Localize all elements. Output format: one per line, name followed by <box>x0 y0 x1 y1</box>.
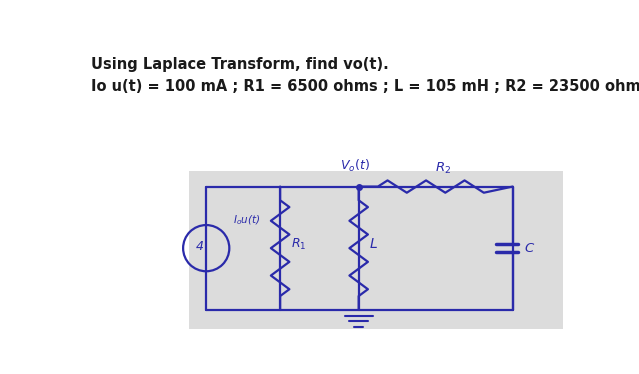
Text: $R_2$: $R_2$ <box>435 161 451 176</box>
Text: $I_o$u(t): $I_o$u(t) <box>233 213 261 227</box>
Text: $V_o(t)$: $V_o(t)$ <box>340 158 370 174</box>
Text: $L$: $L$ <box>369 237 378 251</box>
Text: 4: 4 <box>196 240 204 253</box>
Text: Io u(t) = 100 mA ; R1 = 6500 ohms ; L = 105 mH ; R2 = 23500 ohms ; C = 7,5 nF: Io u(t) = 100 mA ; R1 = 6500 ohms ; L = … <box>91 79 639 94</box>
Text: $C$: $C$ <box>524 242 535 255</box>
Bar <box>189 171 563 329</box>
Text: $R_1$: $R_1$ <box>291 237 306 252</box>
Text: Using Laplace Transform, find vo(t).: Using Laplace Transform, find vo(t). <box>91 57 389 72</box>
